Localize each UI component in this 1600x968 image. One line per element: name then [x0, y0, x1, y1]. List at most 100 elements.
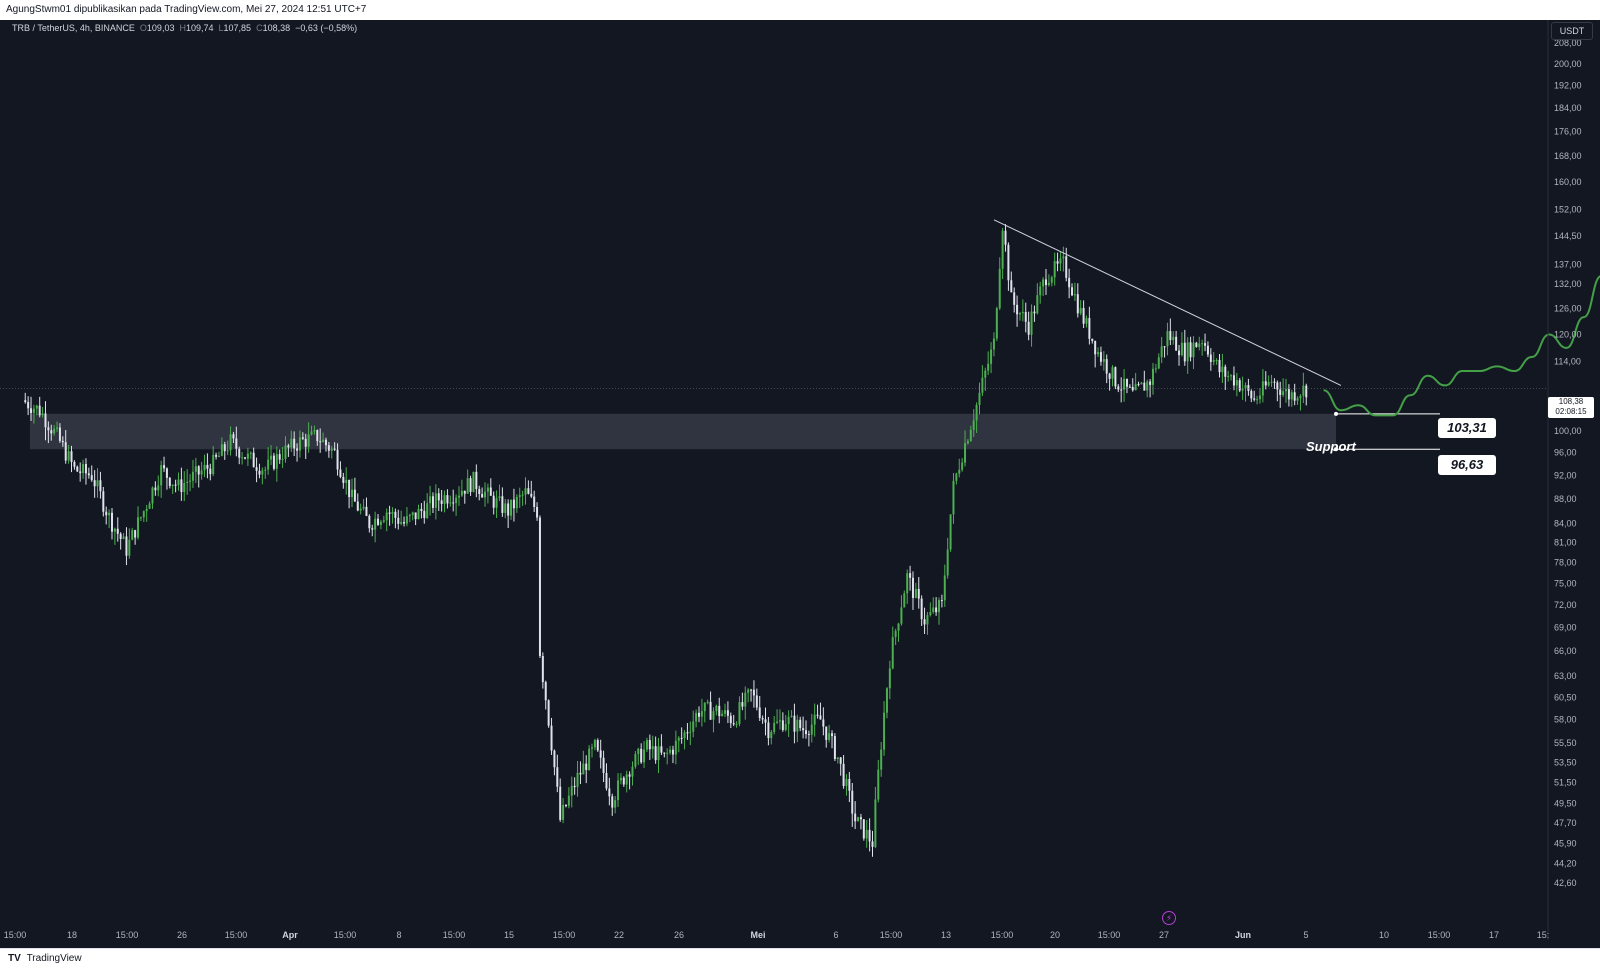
candle-body — [651, 746, 654, 750]
candle-body — [518, 495, 521, 498]
publish-line: AgungStwm01 dipublikasikan pada TradingV… — [6, 4, 367, 15]
candle-body — [842, 763, 845, 786]
candle-body — [504, 503, 507, 513]
candle-body — [640, 748, 643, 763]
candle-body — [515, 497, 518, 509]
candle-body — [909, 573, 912, 578]
symbol-legend[interactable]: TRB / TetherUS, 4h, BINANCE O109,03 H109… — [12, 23, 357, 33]
candle-body — [747, 689, 750, 693]
candle-body — [472, 471, 475, 492]
candle-body — [76, 466, 79, 472]
lightning-icon[interactable]: ⚡ — [1162, 911, 1176, 925]
price-tick-label: 192,00 — [1554, 80, 1582, 90]
candle-body — [1033, 311, 1036, 314]
upper-level-handle[interactable] — [1334, 411, 1338, 416]
candle-body — [943, 575, 946, 601]
lower-level-label[interactable]: 96,63 — [1438, 455, 1496, 475]
high-value: 109,74 — [185, 23, 214, 33]
candle-body — [822, 719, 825, 727]
candle-body — [400, 522, 403, 524]
candle-body — [894, 630, 897, 638]
price-tick-label: 78,00 — [1554, 558, 1577, 568]
candle-body — [787, 716, 790, 725]
candle-body — [1085, 318, 1088, 324]
candle-body — [802, 728, 805, 731]
candle-body — [831, 733, 834, 737]
candle-body — [767, 722, 770, 739]
price-tick-label: 49,50 — [1554, 799, 1577, 809]
candle-body — [669, 749, 672, 753]
tradingview-logo-icon: TV — [8, 953, 21, 964]
candle-body — [1212, 360, 1215, 362]
candle-body — [848, 778, 851, 791]
candle-body — [469, 478, 472, 492]
candle-body — [134, 530, 137, 538]
high-label: H — [179, 23, 186, 33]
candle-body — [1299, 395, 1302, 399]
candle-body — [171, 484, 174, 486]
price-tick-label: 45,90 — [1554, 839, 1577, 849]
candle-body — [550, 725, 553, 751]
candle-body — [990, 349, 993, 364]
candle-body — [964, 443, 967, 463]
candle-body — [1027, 321, 1030, 335]
candle-body — [342, 476, 345, 483]
candle-body — [131, 530, 134, 540]
candle-body — [914, 588, 917, 598]
candle-body — [810, 724, 813, 735]
symbol-name[interactable]: TRB / TetherUS, 4h, BINANCE — [12, 23, 135, 33]
close-label: C — [256, 23, 263, 33]
candle-body — [1282, 391, 1285, 396]
support-label[interactable]: Support — [1306, 439, 1356, 454]
candle-body — [93, 480, 96, 487]
candle-body — [952, 480, 955, 515]
candle-body — [449, 502, 452, 504]
candle-body — [1189, 342, 1192, 358]
candle-body — [654, 746, 657, 761]
resistance-trendline[interactable] — [993, 219, 1342, 386]
candle-body — [397, 517, 400, 524]
candle-body — [1221, 366, 1224, 373]
candle-body — [296, 448, 299, 451]
candle-body — [145, 508, 148, 512]
candle-body — [362, 506, 365, 509]
candle-body — [319, 441, 322, 443]
candle-body — [929, 612, 932, 616]
lower-level-handle[interactable] — [1334, 447, 1338, 452]
candle-body — [1215, 359, 1218, 361]
candle-body — [752, 689, 755, 696]
candle-body — [371, 528, 374, 530]
candle-body — [1082, 307, 1085, 324]
candle-body — [1146, 381, 1149, 391]
candle-body — [151, 487, 154, 504]
currency-button[interactable]: USDT — [1551, 22, 1593, 40]
candle-body — [1169, 331, 1172, 341]
candle-body — [434, 493, 437, 508]
candle-body — [1097, 352, 1100, 355]
candle-body — [608, 788, 611, 797]
candle-body — [446, 495, 449, 504]
candle-body — [154, 487, 157, 491]
price-tick-label: 58,00 — [1554, 715, 1577, 725]
candle-body — [828, 733, 831, 740]
price-tick-label: 126,00 — [1554, 304, 1582, 314]
candle-body — [1042, 279, 1045, 287]
candle-body — [1001, 230, 1004, 269]
candle-body — [348, 479, 351, 498]
candle-body — [246, 453, 249, 459]
candle-body — [498, 496, 501, 499]
candle-body — [776, 721, 779, 723]
candle-body — [946, 549, 949, 576]
candle-body — [475, 471, 478, 490]
candle-body — [316, 430, 319, 442]
candle-body — [862, 819, 865, 839]
projection-path[interactable] — [1323, 275, 1600, 417]
candle-body — [1285, 389, 1288, 392]
price-tick-label: 92,00 — [1554, 470, 1577, 480]
candle-body — [1206, 345, 1209, 355]
time-tick-label: 6 — [833, 930, 838, 940]
upper-level-label[interactable]: 103,31 — [1438, 418, 1496, 438]
support-zone[interactable] — [30, 413, 1336, 450]
candle-body — [718, 705, 721, 717]
